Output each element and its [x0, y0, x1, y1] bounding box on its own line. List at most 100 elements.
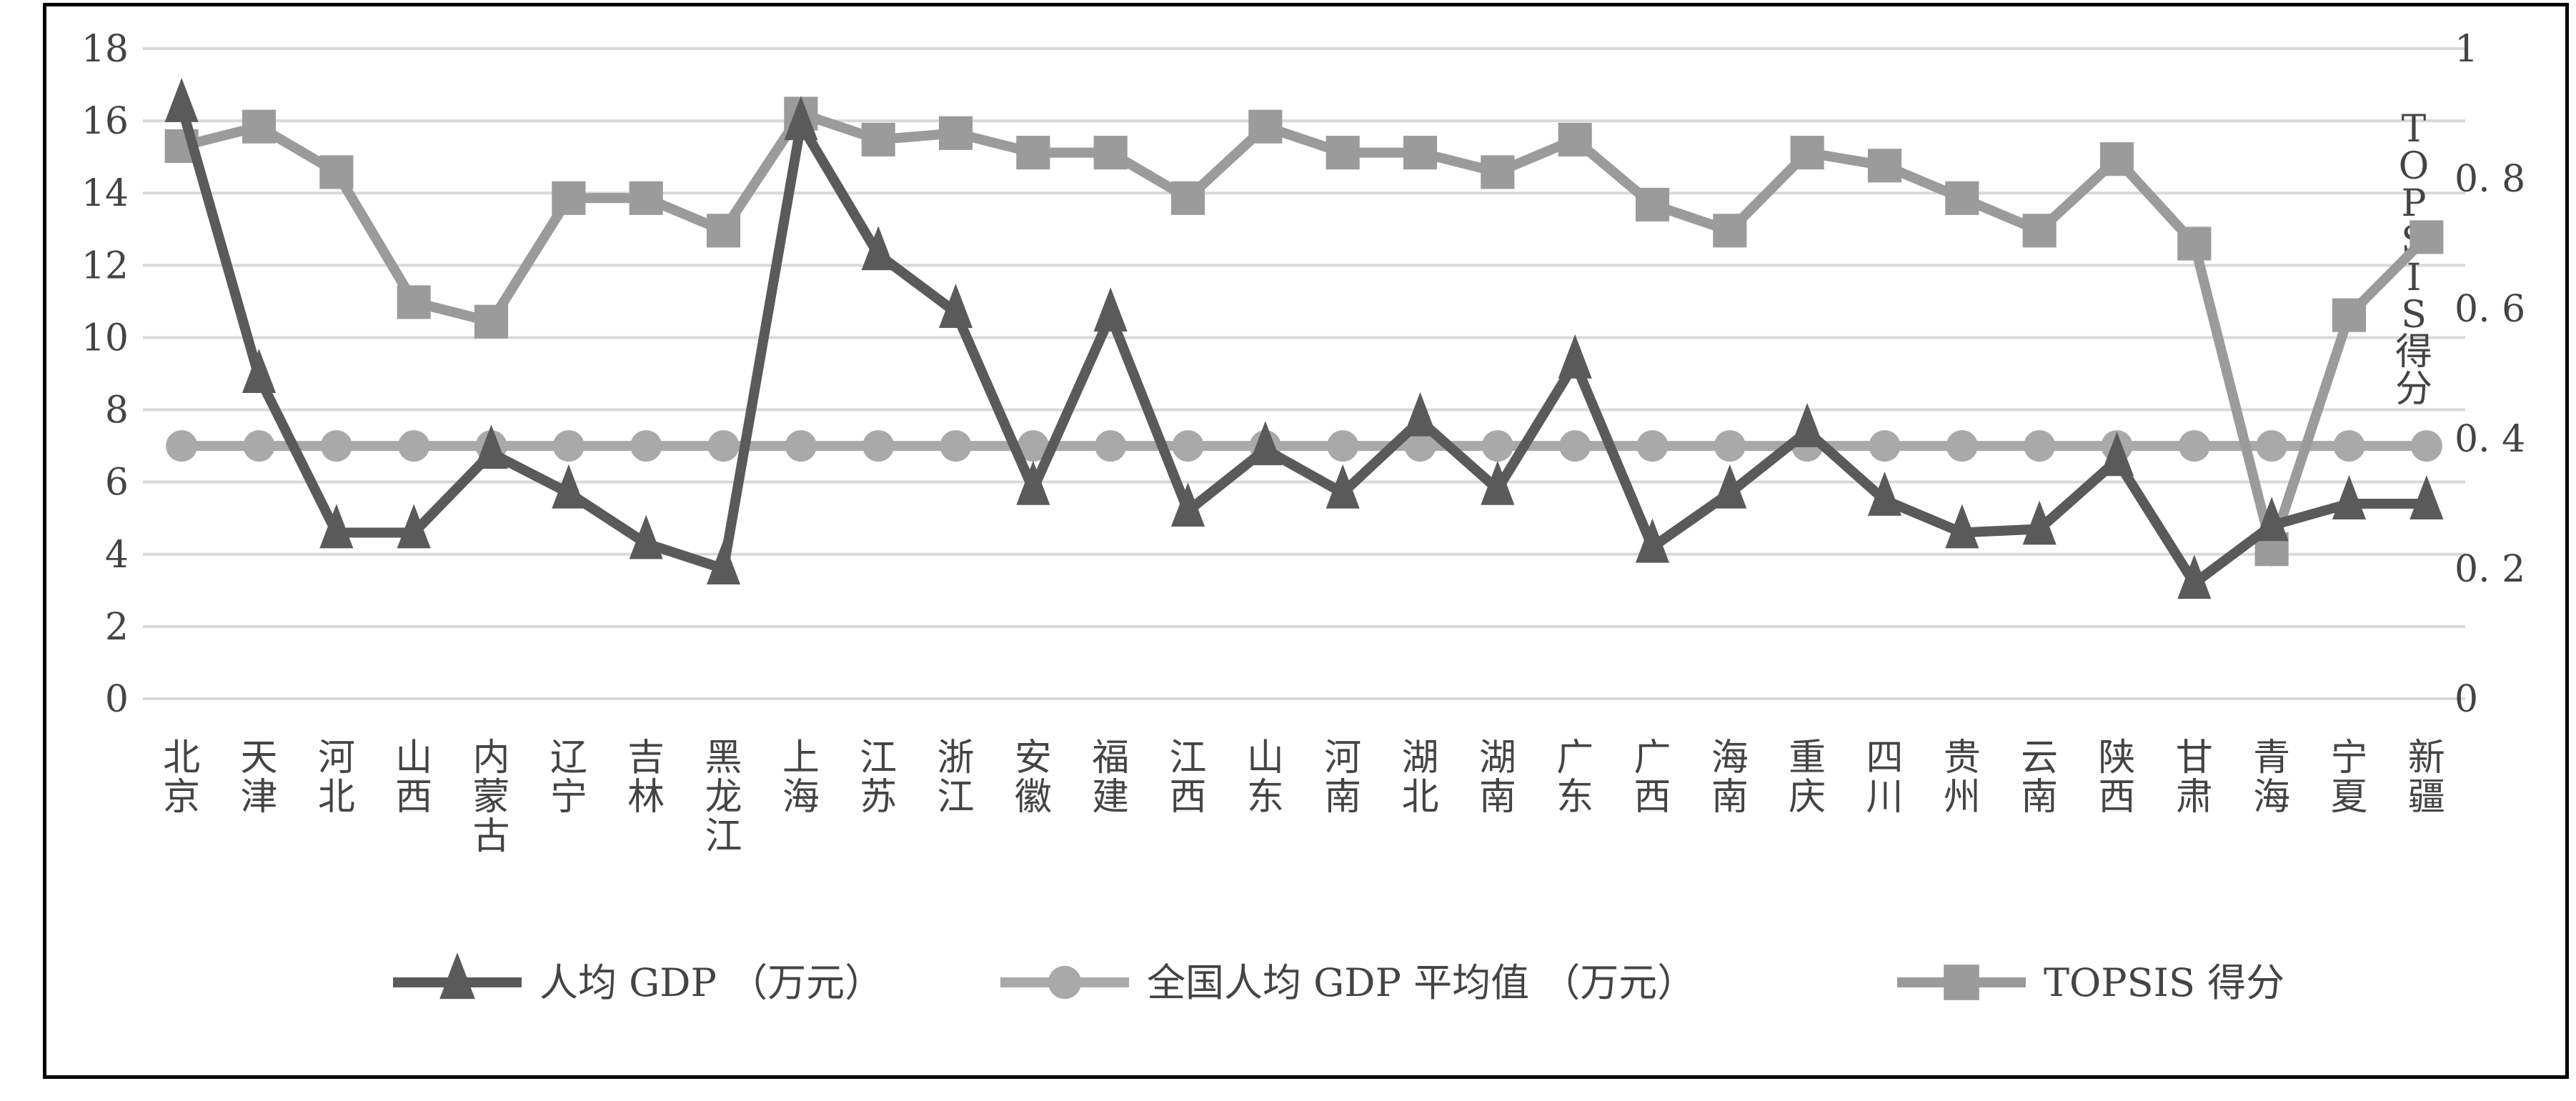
category-label-char: 州: [1944, 776, 1981, 819]
data-point: [1016, 136, 1050, 170]
category-label: 新疆: [2408, 737, 2445, 819]
legend-item: 人均 GDP （万元）: [393, 952, 883, 1005]
data-point: [784, 96, 818, 141]
data-point: [319, 504, 354, 549]
series: [164, 77, 2444, 599]
category-label-char: 云: [2021, 737, 2058, 779]
data-point: [938, 116, 973, 150]
left-tick-label: 4: [105, 534, 129, 577]
category-label: 浙江: [937, 737, 974, 819]
category-label-char: 西: [395, 776, 432, 819]
legend-label: TOPSIS 得分: [2044, 960, 2284, 1005]
right-tick-label: 0: [2455, 678, 2478, 721]
data-point: [1946, 430, 1978, 462]
series-line: [176, 104, 2427, 591]
category-label: 陕西: [2098, 737, 2135, 819]
data-point: [2024, 430, 2056, 462]
data-point: [320, 430, 352, 462]
data-point: [1481, 155, 1515, 189]
category-label: 江苏: [860, 737, 897, 819]
left-tick-label: 18: [81, 28, 129, 71]
category-label-char: 湖: [1401, 737, 1438, 779]
category-label-char: 蒙: [472, 776, 509, 819]
category-label: 山东: [1247, 737, 1284, 819]
category-label: 天津: [240, 737, 277, 819]
data-point: [2178, 430, 2210, 462]
data-point: [242, 349, 277, 394]
category-label-char: 疆: [2408, 776, 2445, 819]
data-point: [1170, 482, 1205, 527]
data-point: [1713, 464, 1747, 509]
category-label-char: 辽: [550, 737, 587, 779]
left-tick-label: 8: [105, 389, 129, 432]
category-label-char: 安: [1015, 737, 1052, 779]
data-point: [164, 77, 199, 122]
data-point: [2332, 475, 2367, 519]
category-label: 湖北: [1401, 737, 1438, 819]
data-point: [1481, 460, 1515, 505]
data-point: [1017, 430, 1049, 462]
right-axis-label-char: 分: [2395, 368, 2432, 411]
right-tick-label: 0. 8: [2455, 158, 2525, 201]
category-label-char: 京: [163, 776, 200, 819]
category-label: 上海: [782, 737, 820, 819]
category-label-char: 西: [2098, 776, 2135, 819]
category-label: 内蒙古: [472, 737, 509, 858]
data-point: [630, 430, 662, 462]
data-point: [2099, 432, 2134, 477]
data-point: [2256, 430, 2288, 462]
category-label-char: 吉: [627, 737, 665, 779]
data-point: [1790, 402, 1824, 447]
data-point: [319, 155, 354, 189]
category-label-char: 内: [472, 737, 509, 779]
gridlines: [143, 47, 2465, 700]
category-label: 河北: [318, 737, 355, 819]
category-label: 湖南: [1479, 737, 1516, 819]
data-point: [1326, 136, 1360, 170]
category-label-char: 北: [163, 737, 200, 779]
data-point: [1095, 430, 1127, 462]
category-label-char: 天: [240, 737, 277, 779]
category-label-char: 西: [1633, 776, 1671, 819]
category-label-char: 四: [1866, 737, 1903, 779]
data-point: [243, 430, 275, 462]
category-label-char: 海: [2253, 776, 2290, 819]
legend: 人均 GDP （万元） 全国人均 GDP 平均值 （万元） TOPSIS 得分: [393, 952, 2284, 1005]
series-layer: [164, 77, 2444, 599]
category-label: 北京: [163, 737, 200, 819]
category-label-char: 宁: [550, 776, 587, 819]
category-label-char: 南: [1479, 776, 1516, 819]
data-point: [1048, 965, 1082, 1000]
data-point: [2177, 226, 2212, 261]
category-label-char: 浙: [937, 737, 974, 779]
right-tick-label: 0. 6: [2455, 288, 2525, 331]
data-point: [861, 226, 895, 271]
data-point: [706, 214, 741, 248]
data-point: [1635, 518, 1670, 563]
right-axis-label-char: 得: [2395, 331, 2432, 374]
left-tick-label: 16: [81, 100, 129, 143]
data-point: [629, 181, 663, 215]
category-label-char: 甘: [2176, 737, 2213, 779]
category-label: 广东: [1556, 737, 1593, 819]
data-point: [1558, 334, 1592, 379]
category-label-char: 重: [1789, 737, 1826, 779]
category-label-char: 山: [395, 737, 432, 779]
category-label-char: 陕: [2098, 737, 2135, 779]
category-label-char: 东: [1556, 776, 1593, 819]
category-label: 宁夏: [2330, 737, 2367, 819]
category-label-char: 广: [1556, 737, 1593, 779]
data-point: [552, 464, 586, 509]
legend-item: TOPSIS 得分: [1897, 960, 2284, 1005]
category-label: 四川: [1866, 737, 1903, 819]
category-labels: 北京天津河北山西内蒙古辽宁吉林黑龙江上海江苏浙江安徽福建江西山东河南湖北湖南广东…: [163, 737, 2445, 858]
data-point: [242, 109, 277, 144]
category-label-char: 苏: [860, 776, 897, 819]
data-point: [2410, 220, 2444, 254]
data-point: [398, 430, 430, 462]
left-axis-ticks: 0 2 4 6 8 10 12 14 16 18: [81, 28, 129, 721]
category-label-char: 肃: [2176, 776, 2213, 819]
data-point: [706, 540, 741, 584]
data-point: [2022, 214, 2057, 248]
